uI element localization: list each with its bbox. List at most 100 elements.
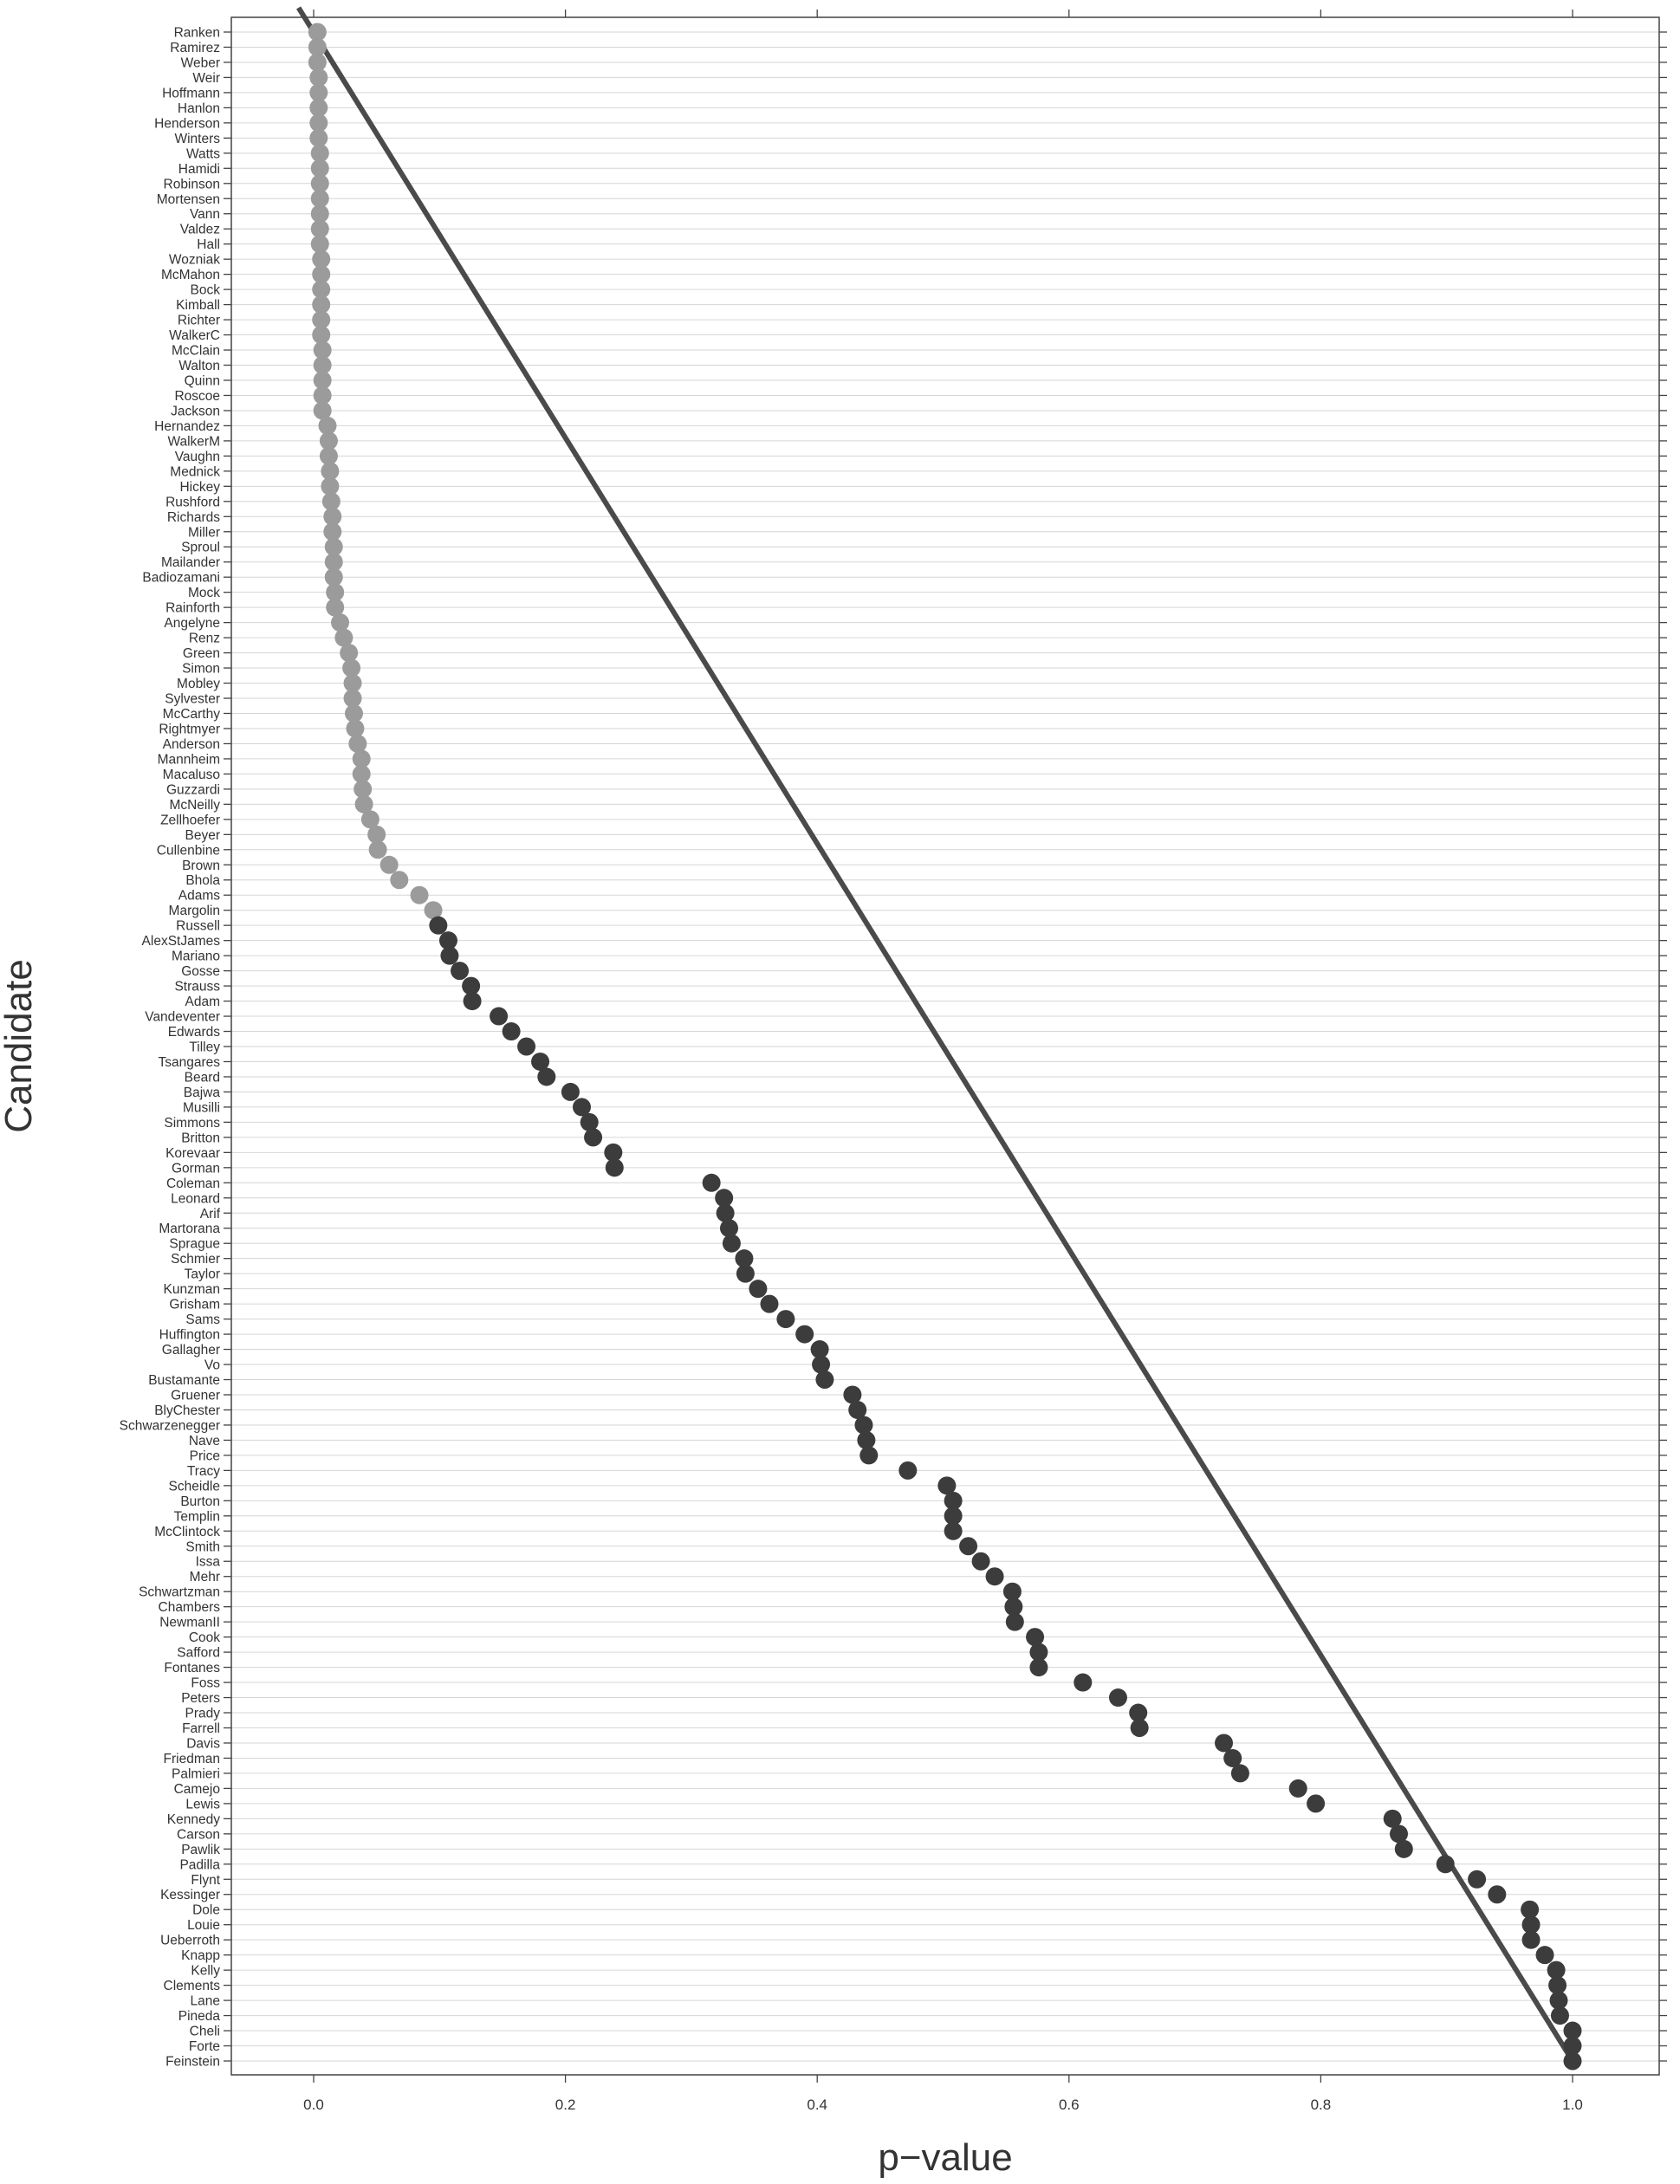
point-Rightmyer <box>346 719 365 738</box>
point-Simmons <box>580 1112 599 1131</box>
point-Mariano <box>440 946 459 965</box>
y-tick-label: Pineda <box>178 2009 221 2024</box>
point-Miller <box>323 522 342 541</box>
y-tick-label: Bock <box>191 283 221 298</box>
y-tick-label: Feinstein <box>165 2055 220 2070</box>
point-Guzzardi <box>354 780 373 799</box>
point-Clements <box>1548 1976 1567 1995</box>
point-Zellhoefer <box>360 810 379 829</box>
y-tick-label: Anderson <box>163 737 220 752</box>
point-McClintock <box>944 1521 963 1540</box>
y-tick-label: Pawlik <box>181 1843 220 1857</box>
y-tick-label: Forte <box>189 2039 220 2054</box>
data-points <box>308 23 1582 2071</box>
reference-diagonal-line <box>296 6 1575 2063</box>
point-Quinn <box>313 371 332 390</box>
point-Padilla <box>1436 1855 1455 1874</box>
point-Forte <box>1563 2037 1582 2056</box>
y-tick-label: Lewis <box>185 1797 220 1811</box>
point-Gorman <box>605 1158 624 1177</box>
y-tick-label: Angelyne <box>164 616 220 631</box>
y-tick-label: AlexStJames <box>142 934 221 949</box>
point-Mock <box>326 583 345 602</box>
y-tick-label: Vandeventer <box>145 1010 220 1025</box>
point-Winters <box>309 128 328 147</box>
y-tick-label: Britton <box>181 1131 220 1145</box>
point-Kimball <box>312 295 331 314</box>
y-tick-label: Cheli <box>190 2025 220 2039</box>
y-tick-label: Martorana <box>159 1222 220 1236</box>
point-Hoffmann <box>309 83 328 102</box>
y-tick-label: Adams <box>178 889 220 904</box>
y-tick-label: Leonard <box>171 1191 220 1206</box>
point-Mortensen <box>310 189 329 208</box>
y-tick-label: Russell <box>176 919 220 934</box>
point-Kennedy <box>1383 1809 1402 1828</box>
point-Pineda <box>1550 2006 1569 2025</box>
y-tick-label: Mortensen <box>157 192 220 207</box>
point-Bock <box>312 280 331 299</box>
y-tick-label: McCarthy <box>163 707 221 722</box>
point-Scheidle <box>937 1476 957 1495</box>
y-tick-label: Ramirez <box>170 41 220 55</box>
point-Cook <box>1026 1628 1045 1647</box>
y-tick-label: Sproul <box>181 541 220 555</box>
y-tick-label: Sylvester <box>165 692 220 707</box>
y-tick-label: NewmanII <box>159 1616 220 1630</box>
point-Henderson <box>309 113 328 133</box>
point-Gruener <box>843 1385 862 1404</box>
y-tick-label: Palmieri <box>172 1766 220 1781</box>
y-tick-label: Dole <box>192 1903 220 1918</box>
point-Martorana <box>719 1219 738 1238</box>
point-Ranken <box>308 23 327 42</box>
reference-line-layer <box>296 6 1575 2063</box>
y-tick-label: Camejo <box>174 1782 220 1797</box>
y-tick-label: Hanlon <box>178 101 220 116</box>
x-tick-label: 0.2 <box>555 2097 576 2113</box>
x-tick-label: 0.8 <box>1311 2097 1332 2113</box>
point-BlyChester <box>848 1400 867 1419</box>
y-tick-label: Friedman <box>164 1752 220 1766</box>
y-tick-label: Rainforth <box>165 601 220 616</box>
y-tick-label: Cullenbine <box>157 843 220 858</box>
point-Beyer <box>367 825 386 844</box>
point-Adams <box>410 885 429 904</box>
point-Hickey <box>321 476 340 496</box>
point-Sprague <box>722 1234 741 1253</box>
point-McCarthy <box>344 703 363 723</box>
y-tick-label: Davis <box>186 1736 220 1751</box>
point-Fontanes <box>1029 1658 1048 1677</box>
y-tick-label: Hickey <box>179 480 220 495</box>
point-Louie <box>1521 1915 1541 1934</box>
y-tick-label: Sams <box>185 1312 220 1327</box>
y-tick-label: Green <box>183 646 220 661</box>
y-tick-label: Kennedy <box>167 1812 220 1827</box>
y-tick-label: Smith <box>185 1539 220 1554</box>
y-tick-label: Issa <box>196 1555 221 1570</box>
point-Hernandez <box>318 416 337 435</box>
x-tick-label: 0.6 <box>1059 2097 1080 2113</box>
point-Feinstein <box>1563 2051 1582 2071</box>
point-Britton <box>584 1128 603 1147</box>
y-tick-label: Gorman <box>172 1161 220 1176</box>
y-tick-label: Schwarzenegger <box>120 1418 220 1433</box>
point-Safford <box>1029 1643 1048 1662</box>
point-Dole <box>1521 1900 1540 1919</box>
y-tick-label: Margolin <box>169 904 220 918</box>
point-McMahon <box>312 265 331 284</box>
y-tick-label: Edwards <box>168 1025 221 1040</box>
y-tick-label: Simon <box>182 662 220 677</box>
y-tick-label: Bustamante <box>148 1373 220 1388</box>
y-tick-label: Peters <box>181 1691 220 1706</box>
y-tick-label: Clements <box>164 1979 221 1993</box>
y-tick-label: Coleman <box>166 1176 220 1191</box>
point-Mailander <box>324 553 343 572</box>
y-tick-label: Renz <box>189 632 220 646</box>
point-Korevaar <box>604 1143 623 1162</box>
point-Grisham <box>760 1294 779 1313</box>
point-Valdez <box>310 219 329 238</box>
y-tick-label: Grisham <box>169 1298 220 1312</box>
y-tick-label: Ueberroth <box>160 1934 220 1948</box>
point-Ueberroth <box>1521 1930 1541 1949</box>
point-Pawlik <box>1394 1839 1413 1858</box>
